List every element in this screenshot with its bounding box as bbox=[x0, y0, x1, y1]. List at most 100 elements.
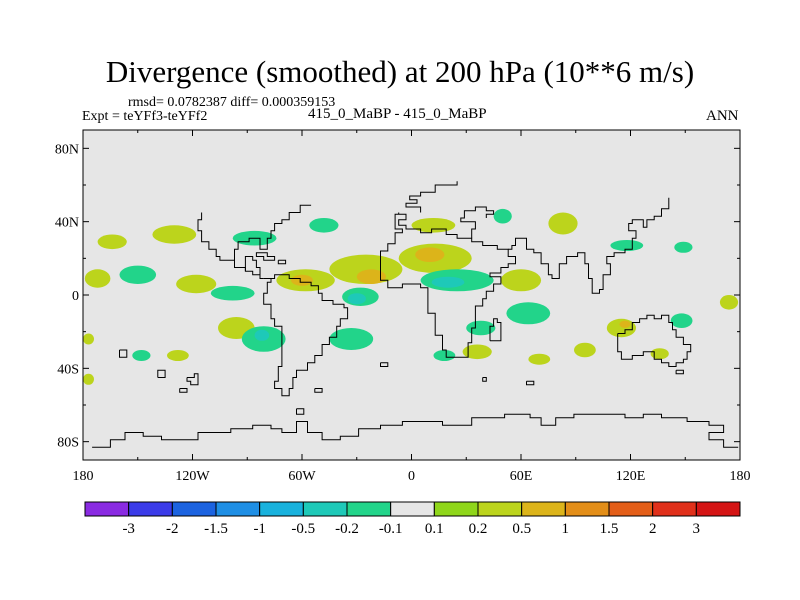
divergence-region bbox=[548, 212, 578, 235]
colorbar-swatch bbox=[346, 501, 392, 517]
x-tick-label: 60W bbox=[288, 469, 316, 484]
colorbar-label: 0.5 bbox=[512, 521, 531, 537]
colorbar-label: 0.2 bbox=[469, 521, 488, 537]
colorbar-label: -1.5 bbox=[204, 521, 228, 537]
divergence-region bbox=[500, 269, 542, 292]
divergence-region bbox=[411, 218, 456, 233]
coastline bbox=[157, 369, 166, 378]
colorbar-label: 3 bbox=[693, 521, 701, 537]
divergence-region bbox=[210, 285, 255, 301]
divergence-region bbox=[291, 274, 313, 286]
colorbar-swatch bbox=[608, 501, 654, 517]
x-tick-label: 120E bbox=[616, 469, 646, 484]
rmsd-diff-stats: rmsd= 0.0782387 diff= 0.000359153 bbox=[128, 95, 336, 110]
colorbar-swatch bbox=[521, 501, 566, 517]
colorbar-label: 1 bbox=[562, 521, 570, 537]
coastline bbox=[489, 318, 502, 342]
y-tick-label: 40N bbox=[55, 216, 79, 231]
colorbar-label: 1.5 bbox=[600, 521, 619, 537]
divergence-region bbox=[506, 302, 551, 325]
colorbar-swatch bbox=[477, 501, 523, 517]
coastline bbox=[119, 349, 128, 358]
colorbar-label: 0.1 bbox=[425, 521, 444, 537]
coastline bbox=[277, 259, 287, 265]
x-tick-label: 120W bbox=[175, 469, 210, 484]
coastline bbox=[617, 314, 692, 367]
divergence-region bbox=[84, 269, 111, 288]
colorbar-label: -1 bbox=[253, 521, 266, 537]
colorbar-label: -3 bbox=[122, 521, 135, 537]
divergence-region bbox=[528, 353, 551, 365]
divergence-regions bbox=[83, 208, 739, 385]
divergence-region bbox=[347, 293, 366, 305]
coastline bbox=[526, 380, 535, 386]
divergence-region bbox=[83, 373, 94, 385]
experiment-label: Expt = teYFf3-teYFf2 bbox=[82, 109, 208, 124]
colorbar-label: -0.1 bbox=[379, 521, 403, 537]
divergence-region bbox=[493, 208, 512, 224]
coastline bbox=[314, 388, 323, 393]
x-tick-label: 180 bbox=[730, 469, 751, 484]
divergence-region bbox=[309, 218, 339, 233]
colorbar-label: -2 bbox=[166, 521, 179, 537]
colorbar-swatch bbox=[390, 501, 435, 517]
coastline bbox=[263, 274, 349, 397]
divergence-region bbox=[167, 350, 189, 361]
divergence-region bbox=[119, 265, 157, 284]
coastline bbox=[255, 252, 276, 261]
divergence-region bbox=[254, 329, 270, 341]
divergence-region bbox=[329, 328, 374, 350]
coastline bbox=[508, 197, 670, 294]
colorbar-swatch bbox=[215, 501, 261, 517]
coastline bbox=[380, 362, 389, 367]
divergence-region bbox=[176, 274, 217, 294]
y-tick-label: 80N bbox=[55, 142, 79, 157]
season-label: ANN bbox=[706, 108, 739, 124]
coastline bbox=[186, 373, 199, 386]
coastline bbox=[405, 181, 458, 213]
case-comparison-label: 415_0_MaBP - 415_0_MaBP bbox=[308, 106, 487, 122]
coastline bbox=[296, 408, 305, 415]
colorbar-swatch bbox=[652, 501, 697, 517]
coastline bbox=[244, 256, 261, 275]
colorbar-swatch bbox=[84, 501, 130, 517]
colorbar-swatch bbox=[128, 501, 173, 517]
colorbar-swatch bbox=[171, 501, 217, 517]
map-background bbox=[83, 130, 740, 460]
divergence-region bbox=[97, 234, 127, 250]
x-tick-label: 60E bbox=[510, 469, 533, 484]
divergence-region bbox=[152, 225, 197, 244]
page-title: Divergence (smoothed) at 200 hPa (10**6 … bbox=[105, 54, 695, 89]
divergence-region bbox=[466, 320, 496, 336]
divergence-region bbox=[619, 320, 631, 328]
coastlines bbox=[92, 181, 739, 448]
y-tick-label: 40S bbox=[57, 362, 79, 377]
divergence-region bbox=[670, 313, 693, 329]
map-axes: 180 120W 60W 0 60E 120E 180 80N 40N 0 40S 80S bbox=[55, 130, 751, 484]
coastline bbox=[234, 204, 312, 261]
divergence-region bbox=[433, 350, 456, 361]
divergence-region bbox=[356, 269, 386, 285]
colorbar-swatch bbox=[564, 501, 610, 517]
colorbar-swatch bbox=[695, 501, 741, 517]
coastline bbox=[197, 212, 264, 279]
y-tick-label: 80S bbox=[57, 436, 79, 451]
divergence-region bbox=[132, 350, 151, 361]
coastline bbox=[482, 377, 487, 382]
colorbar-swatch bbox=[259, 501, 304, 517]
divergence-region bbox=[431, 276, 465, 288]
x-tick-label: 180 bbox=[73, 469, 94, 484]
colorbar-swatch bbox=[302, 501, 348, 517]
coastline bbox=[380, 212, 516, 358]
colorbar-label: -0.5 bbox=[291, 521, 315, 537]
coastline bbox=[179, 388, 188, 393]
divergence-region bbox=[415, 247, 445, 262]
divergence-region bbox=[719, 295, 739, 310]
colorbar-label: 2 bbox=[649, 521, 657, 537]
coastline bbox=[92, 413, 739, 448]
y-tick-label: 0 bbox=[72, 289, 79, 304]
divergence-region bbox=[674, 241, 693, 253]
divergence-region bbox=[650, 348, 669, 360]
divergence-region bbox=[462, 344, 492, 360]
